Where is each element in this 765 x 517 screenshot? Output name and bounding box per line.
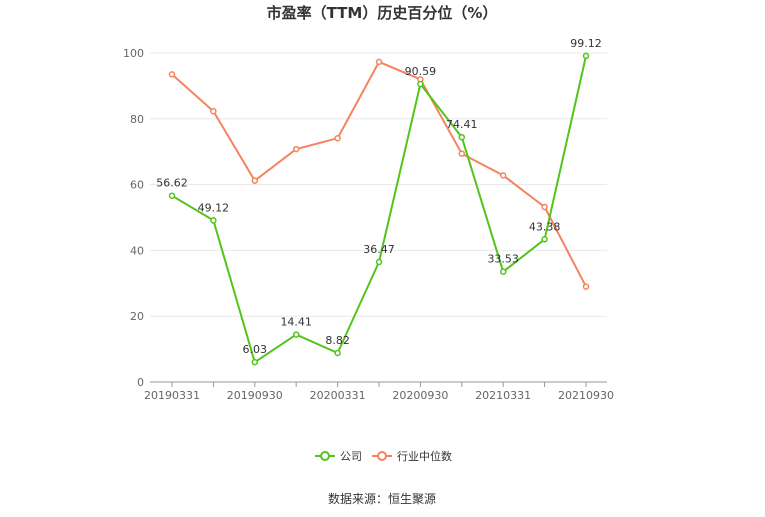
data-point[interactable] xyxy=(168,192,176,199)
data-labels: 56.62 49.12 6.03 14.41 8.82 36.47 90.59 74.41 33… xyxy=(156,37,602,356)
data-point[interactable] xyxy=(292,331,300,338)
x-tick-label: 20210331 xyxy=(475,389,531,402)
legend-label: 公司 xyxy=(340,450,362,463)
legend-marker xyxy=(377,451,387,461)
y-tick-label: 100 xyxy=(123,47,144,60)
chart-title: 市盈率（TTM）历史百分位（%） xyxy=(267,4,498,22)
y-tick-label: 20 xyxy=(130,310,144,323)
data-label: 36.47 xyxy=(363,243,395,256)
data-point[interactable] xyxy=(541,203,548,211)
data-point[interactable] xyxy=(251,177,259,184)
data-label: 43.38 xyxy=(529,220,561,233)
data-point[interactable] xyxy=(210,217,217,224)
x-axis: 20190331 20190930 20200331 20200930 20210331… xyxy=(144,381,614,402)
x-tick-label: 20200930 xyxy=(392,389,448,402)
data-label: 6.03 xyxy=(243,343,268,356)
data-label: 8.82 xyxy=(325,334,350,347)
data-point[interactable] xyxy=(375,58,383,66)
data-point[interactable] xyxy=(168,71,176,78)
data-point[interactable] xyxy=(292,145,300,153)
y-tick-label: 60 xyxy=(130,179,144,192)
legend-item-1[interactable]: 行业中位数 xyxy=(372,449,452,463)
data-label: 14.41 xyxy=(280,316,312,329)
legend-label: 行业中位数 xyxy=(397,449,452,463)
x-tick-label: 20190331 xyxy=(144,389,200,402)
grid-lines xyxy=(150,52,607,317)
x-tick-label: 20200331 xyxy=(310,389,366,402)
data-point[interactable] xyxy=(582,52,590,60)
data-label: 99.12 xyxy=(570,37,602,50)
data-point[interactable] xyxy=(210,107,217,115)
data-label: 74.41 xyxy=(446,118,478,131)
data-point[interactable] xyxy=(541,236,548,243)
data-point[interactable] xyxy=(375,258,383,266)
data-point[interactable] xyxy=(582,283,590,290)
data-point[interactable] xyxy=(417,80,424,88)
data-point[interactable] xyxy=(458,150,466,157)
data-label: 33.53 xyxy=(487,253,519,266)
data-label: 56.62 xyxy=(156,177,188,190)
data-label: 49.12 xyxy=(198,201,230,214)
data-point[interactable] xyxy=(334,134,341,142)
data-point[interactable] xyxy=(334,349,341,357)
y-tick-label: 0 xyxy=(137,376,144,389)
y-tick-label: 40 xyxy=(130,244,144,257)
data-point[interactable] xyxy=(458,133,466,141)
y-tick-label: 80 xyxy=(130,113,144,126)
source-note: 数据来源：恒生聚源 xyxy=(328,491,436,506)
legend-item-0[interactable]: 公司 xyxy=(315,450,362,463)
legend-marker xyxy=(320,451,330,461)
series-group xyxy=(168,52,590,366)
x-tick-label: 20190930 xyxy=(227,389,283,402)
x-tick-label: 20210930 xyxy=(558,389,614,402)
y-axis-ticks: 0 20 40 60 80 100 xyxy=(123,47,144,389)
legend[interactable]: 公司 行业中位数 xyxy=(315,449,452,463)
data-point[interactable] xyxy=(499,268,507,275)
data-point[interactable] xyxy=(499,172,507,179)
data-label: 90.59 xyxy=(405,65,437,78)
data-point[interactable] xyxy=(251,358,259,366)
